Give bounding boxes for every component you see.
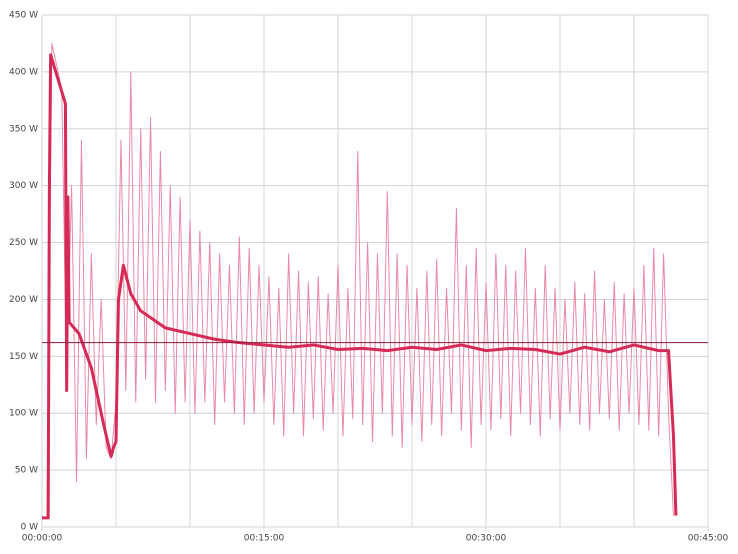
x-tick-label: 00:15:00 — [244, 534, 285, 544]
y-tick-label: 150 W — [9, 352, 38, 362]
x-tick-label: 00:30:00 — [466, 534, 507, 544]
y-tick-label: 100 W — [9, 409, 38, 419]
y-tick-label: 250 W — [9, 238, 38, 248]
x-tick-label: 00:45:00 — [688, 534, 729, 544]
x-tick-label: 00:00:00 — [22, 534, 63, 544]
y-tick-label: 50 W — [15, 466, 38, 476]
y-tick-label: 0 W — [21, 523, 39, 533]
y-tick-label: 200 W — [9, 295, 38, 305]
y-tick-label: 400 W — [9, 67, 38, 77]
y-tick-label: 450 W — [9, 11, 38, 21]
power-line — [42, 42, 674, 519]
y-tick-label: 300 W — [9, 181, 38, 191]
y-tick-label: 350 W — [9, 124, 38, 134]
power-line — [42, 53, 678, 520]
